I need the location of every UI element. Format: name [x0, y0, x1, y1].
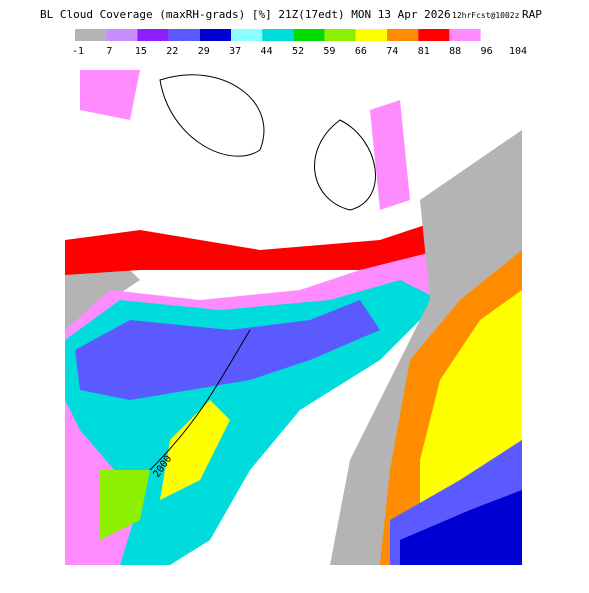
forecast-label: 12hrFcst@1002z [452, 11, 520, 20]
colorbar-label: 29 [198, 46, 210, 57]
colorbar-swatch [293, 29, 325, 41]
title: BL Cloud Coverage (maxRH-grads) [%] 21Z(… [40, 8, 451, 21]
colorbar-label: 96 [481, 46, 493, 57]
colorbar-swatch [231, 29, 263, 41]
colorbar-swatch [324, 29, 356, 41]
colorbar-label: 81 [418, 46, 430, 57]
colorbar-label: 15 [135, 46, 147, 57]
colorbar-swatch [355, 29, 387, 41]
model-label: RAP [522, 8, 542, 21]
colorbar-swatch [262, 29, 294, 41]
colorbar-swatch [75, 29, 107, 41]
colorbar-label: -1 [72, 46, 84, 57]
cloud-yellow [160, 400, 230, 500]
colorbar-label: 104 [509, 46, 527, 57]
cloud-darkblue-east [400, 490, 522, 565]
coastline [329, 399, 351, 531]
contour [149, 329, 251, 471]
contour [314, 119, 376, 211]
colorbar-label: 59 [323, 46, 335, 57]
colorbar-swatch [199, 29, 231, 41]
colorbar-swatch [106, 29, 138, 41]
colorbar-label: 37 [229, 46, 241, 57]
map-field: 2000 [65, 60, 522, 565]
contour [159, 74, 265, 157]
colorbar-label: 52 [292, 46, 304, 57]
colorbar-label: 44 [261, 46, 273, 57]
colorbar-swatch [449, 29, 481, 41]
colorbar-swatch [387, 29, 419, 41]
colorbar: -1 7 15 22 29 37 44 52 59 66 74 81 88 96 104 [72, 29, 527, 57]
cloud-red [65, 220, 440, 275]
colorbar-swatch [168, 29, 200, 41]
colorbar-label: 7 [106, 46, 112, 57]
cloud-pink-nw [80, 70, 140, 120]
colorbar-swatch [137, 29, 169, 41]
cloud-blue [75, 300, 380, 400]
colorbar-label: 88 [449, 46, 461, 57]
cloud-pink-north [370, 100, 410, 210]
colorbar-label: 66 [355, 46, 367, 57]
colorbar-label: 22 [166, 46, 178, 57]
colorbar-swatch [418, 29, 450, 41]
colorbar-label: 74 [386, 46, 398, 57]
cloud-lime [100, 470, 150, 540]
